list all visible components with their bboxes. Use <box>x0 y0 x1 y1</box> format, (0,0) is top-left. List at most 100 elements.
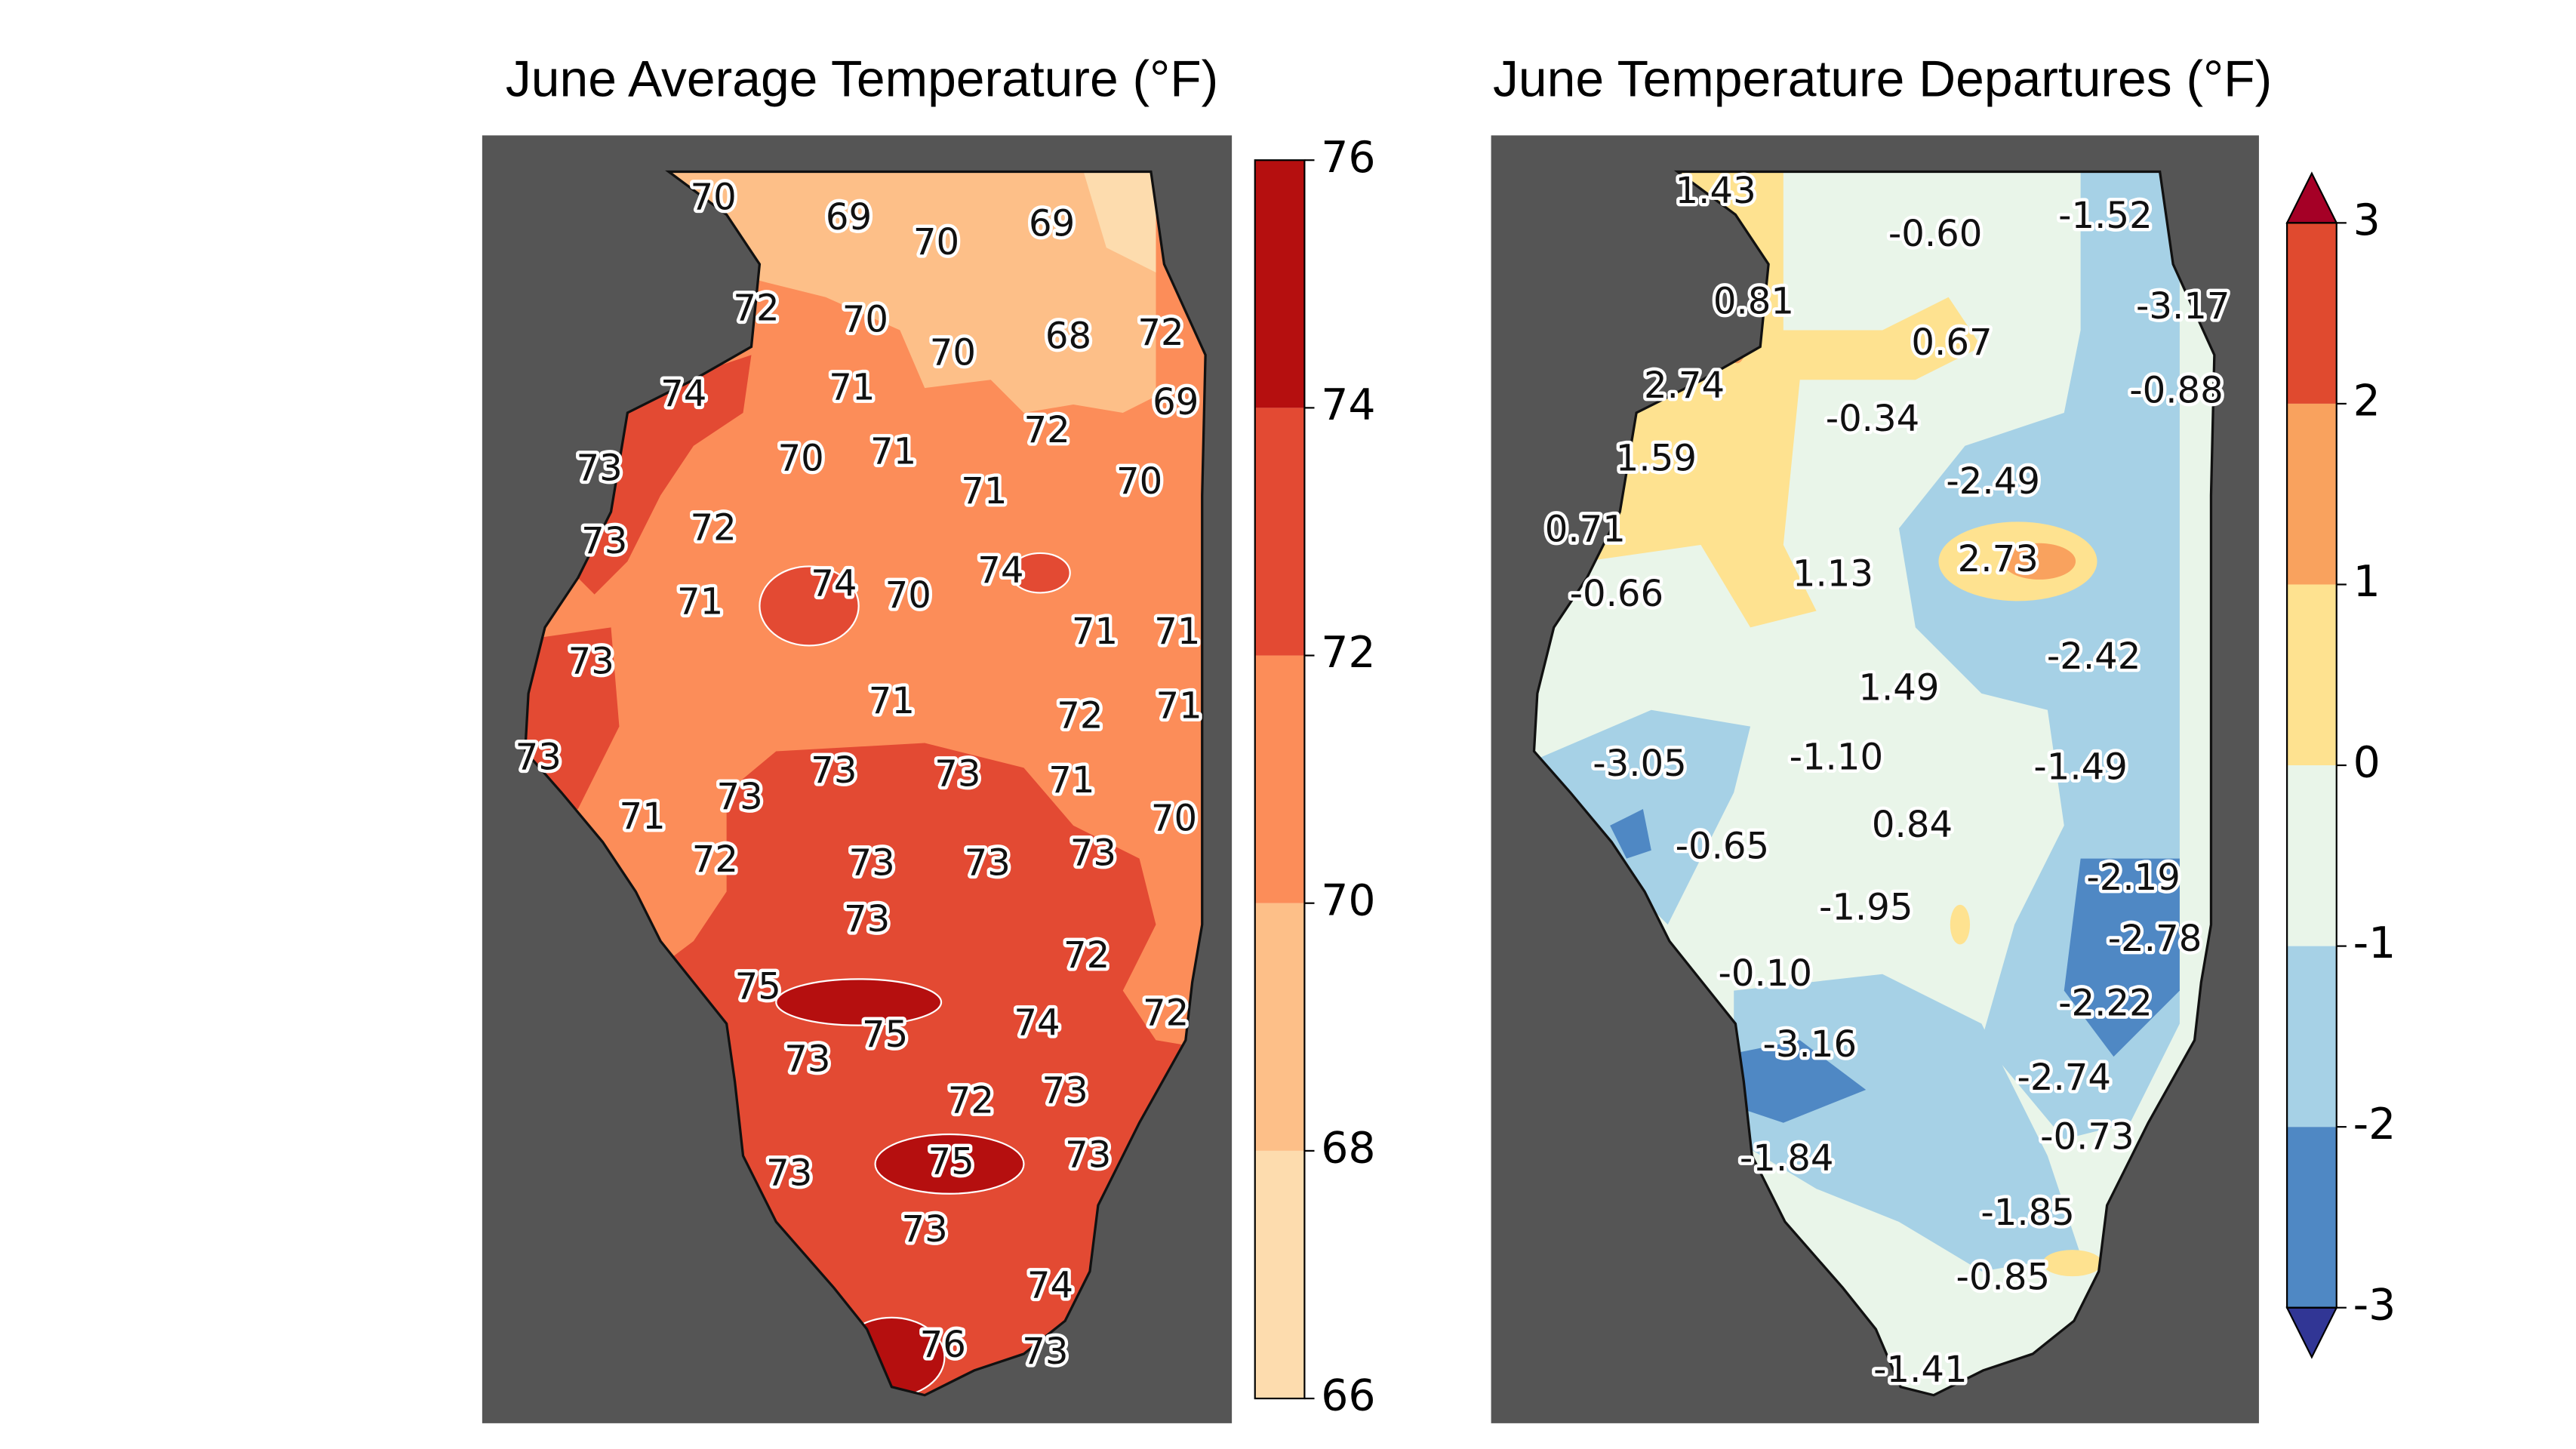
colorbar-band <box>2287 946 2337 1128</box>
station-label: 70 <box>691 177 737 219</box>
station-label: -0.88 <box>2129 370 2224 412</box>
station-label: -3.05 <box>1593 743 1687 785</box>
contour-region <box>1734 974 2081 1272</box>
station-label: 2.73 <box>1958 538 2039 580</box>
colorbar-band <box>2287 584 2337 766</box>
station-label: 73 <box>766 1152 812 1195</box>
state-outline <box>524 170 1207 1397</box>
station-label: 0.71 <box>1545 508 1626 550</box>
station-label: -2.42 <box>2047 635 2141 678</box>
station-label: 75 <box>735 965 781 1008</box>
station-label: -0.34 <box>1826 398 1920 440</box>
state-outline <box>1532 170 2216 1397</box>
colorbar-band <box>1254 408 1305 656</box>
station-label: 72 <box>691 506 737 549</box>
contour-region <box>1610 809 1651 859</box>
map-title: June Average Temperature (°F) <box>506 51 1218 107</box>
station-label: 73 <box>844 898 890 940</box>
contour-region <box>2042 1250 2103 1277</box>
station-label: 71 <box>1048 759 1094 801</box>
station-label: 75 <box>862 1014 908 1056</box>
station-label: -1.41 <box>1873 1349 1968 1391</box>
station-label: 69 <box>826 196 872 238</box>
colorbar-tick-label: 1 <box>2353 557 2381 607</box>
station-label: 73 <box>577 448 623 490</box>
station-label: 73 <box>965 841 1011 884</box>
station-label: 1.59 <box>1616 437 1697 479</box>
contour-region <box>759 565 860 647</box>
station-label: 73 <box>811 749 857 792</box>
station-label: 70 <box>913 221 959 263</box>
station-label: -3.17 <box>2136 285 2230 328</box>
colorbar-extend <box>2285 1306 2338 1359</box>
map-title: June Temperature Departures (°F) <box>1493 51 2272 107</box>
colorbar-band <box>1254 160 1305 408</box>
station-label: 73 <box>516 736 562 778</box>
station-label: 70 <box>1116 460 1162 503</box>
station-label: -0.85 <box>1956 1257 2051 1299</box>
station-label: -1.95 <box>1819 886 1913 928</box>
station-label: -1.85 <box>1980 1192 2075 1234</box>
station-label: 72 <box>692 838 738 881</box>
station-label: -2.78 <box>2108 918 2202 960</box>
station-label: -0.66 <box>1570 573 1664 615</box>
station-label: 1.43 <box>1676 170 1756 212</box>
station-label: 70 <box>885 574 931 617</box>
colorbar-frame <box>1254 159 1306 1400</box>
station-label: -1.84 <box>1740 1137 1834 1180</box>
station-label: 75 <box>928 1140 974 1183</box>
station-label: 71 <box>870 431 916 473</box>
station-label: -2.22 <box>2058 982 2153 1024</box>
colorbar-band <box>2287 223 2337 404</box>
contour-region <box>2002 543 2076 580</box>
station-label: 1.49 <box>1858 666 1939 709</box>
station-label: -1.10 <box>1790 736 1884 778</box>
station-label: 2.74 <box>1644 365 1725 407</box>
colorbar-tick-label: 3 <box>2353 195 2381 245</box>
station-label: 70 <box>842 299 888 341</box>
station-label: 68 <box>1045 315 1091 357</box>
station-label: 73 <box>934 752 980 795</box>
contour-region <box>1082 171 1156 272</box>
station-label: 72 <box>1057 695 1103 737</box>
station-label: 0.84 <box>1872 804 1953 846</box>
station-label: 73 <box>849 841 895 884</box>
colorbar-tick-label: 74 <box>1321 380 1375 430</box>
contour-region <box>1950 904 1971 945</box>
colorbar-tick-label: 72 <box>1321 628 1375 678</box>
contour-region <box>1009 552 1071 594</box>
contour-region <box>561 355 752 595</box>
station-label: 1.13 <box>1793 553 1873 595</box>
contour-region <box>660 171 1156 413</box>
station-label: 74 <box>977 549 1023 592</box>
station-label: 72 <box>1143 992 1189 1034</box>
station-label: 74 <box>1014 1002 1060 1044</box>
station-label: 72 <box>948 1079 994 1121</box>
colorbar-tick-label: 2 <box>2353 377 2381 426</box>
station-label: 76 <box>920 1324 966 1366</box>
station-label: 71 <box>677 581 723 623</box>
station-label: 69 <box>1029 203 1075 245</box>
colorbar-tick-label: 68 <box>1321 1123 1375 1173</box>
colorbar-tick-label: 0 <box>2353 738 2381 788</box>
colorbar-band <box>2287 403 2337 585</box>
colorbar-extend <box>2285 171 2338 224</box>
station-label: 71 <box>1156 685 1202 728</box>
station-label: 70 <box>930 331 976 374</box>
colorbar-tick-label: 76 <box>1321 133 1375 183</box>
station-label: 74 <box>660 373 706 415</box>
station-label: -0.60 <box>1888 213 1983 255</box>
colorbar-tick-label: 66 <box>1321 1371 1375 1421</box>
station-label: 71 <box>961 470 1007 512</box>
colorbar-tick-label: -1 <box>2353 918 2396 968</box>
station-label: 69 <box>1153 381 1199 423</box>
station-label: 74 <box>1027 1264 1073 1306</box>
station-label: 73 <box>568 640 614 682</box>
station-label: 73 <box>1042 1069 1088 1112</box>
contour-region <box>775 978 943 1026</box>
station-label: 72 <box>1137 312 1183 354</box>
station-label: 71 <box>829 366 875 408</box>
station-label: 71 <box>619 795 665 838</box>
